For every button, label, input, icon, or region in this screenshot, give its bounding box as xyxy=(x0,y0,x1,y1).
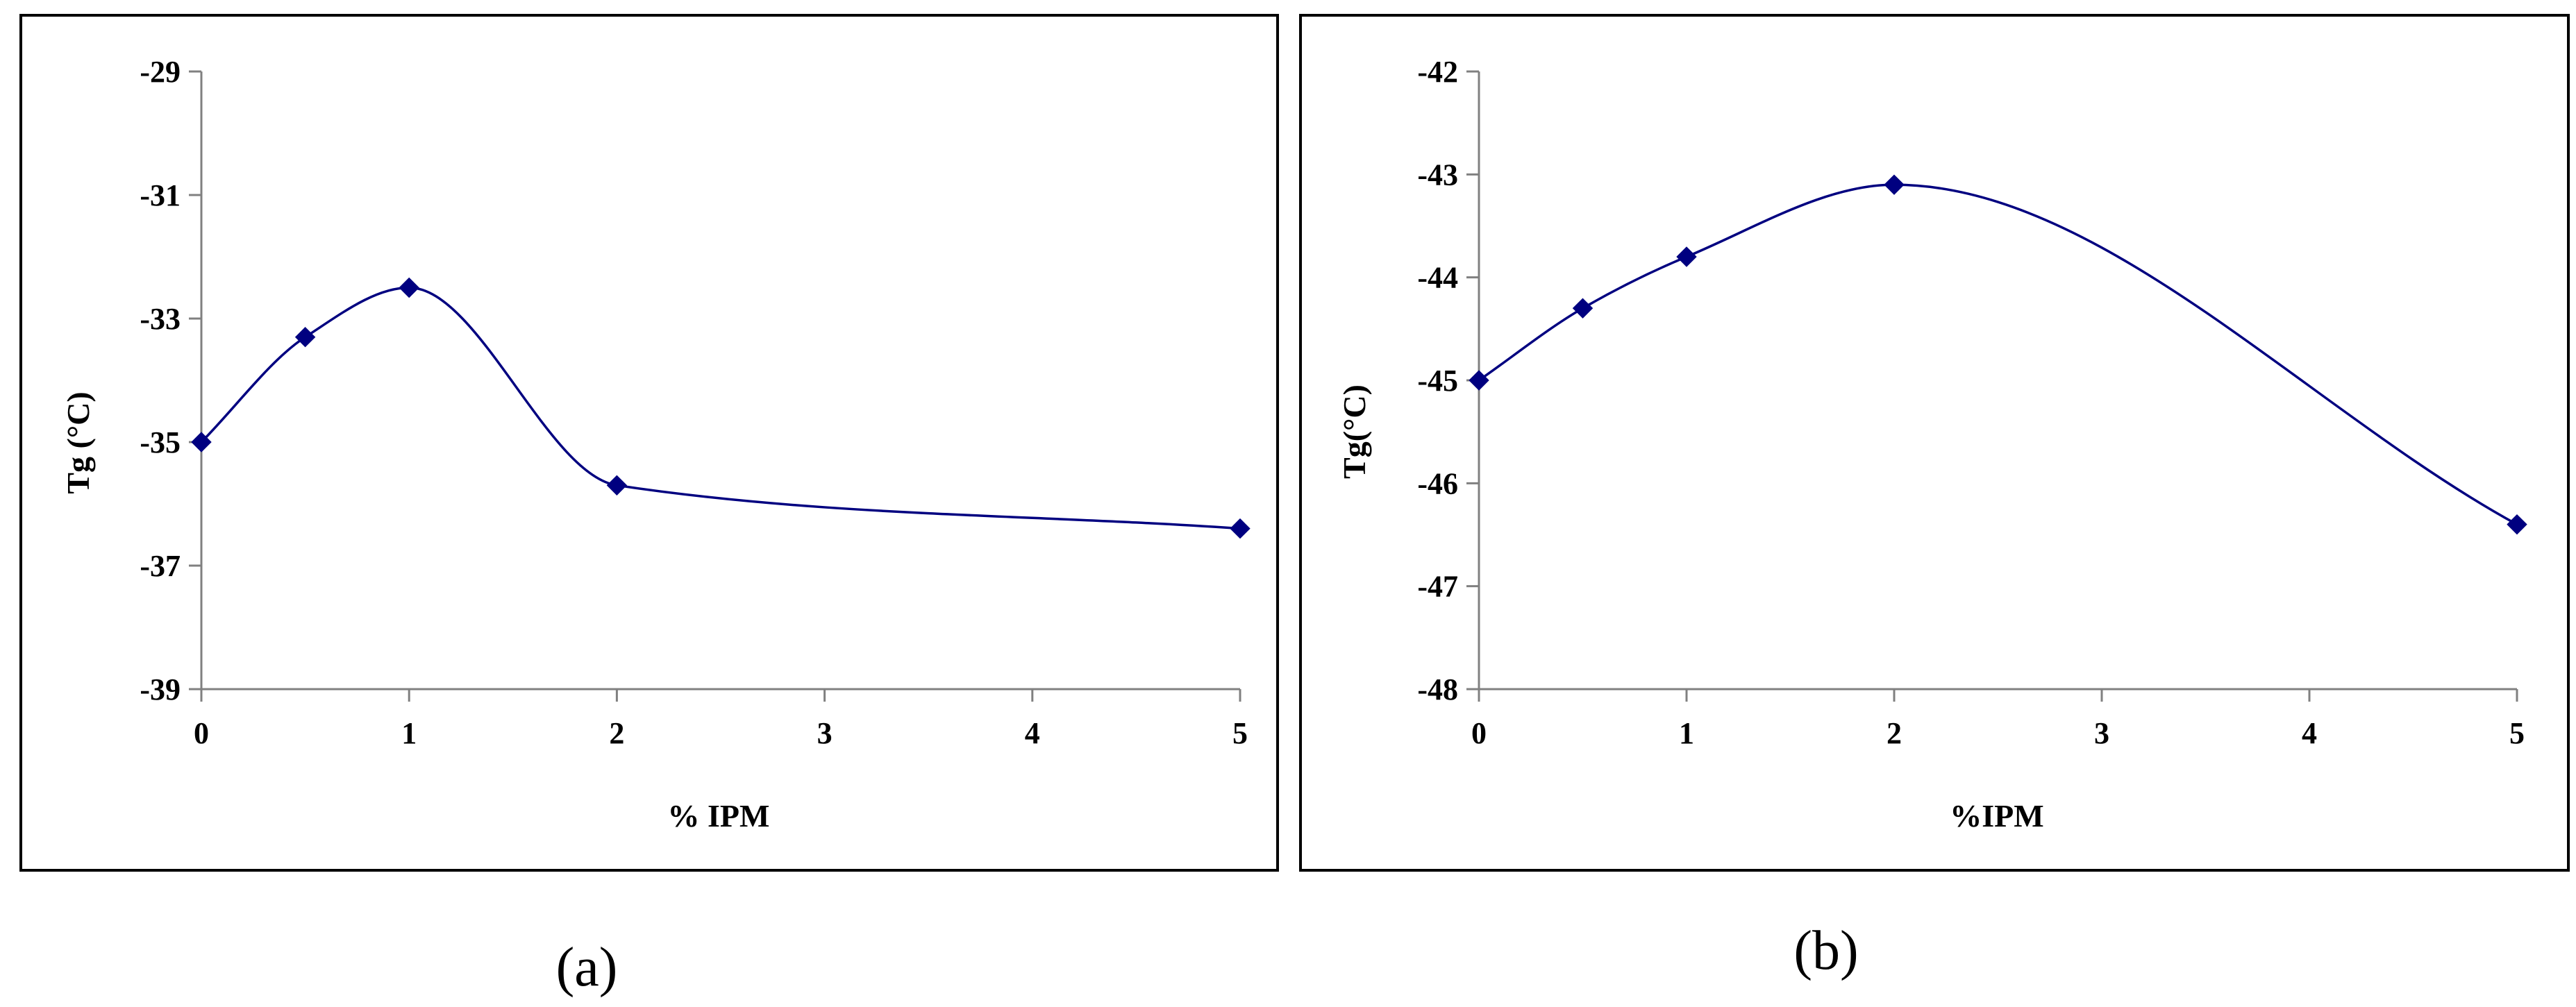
chart-a-data-point xyxy=(1230,518,1251,539)
chart-panel-a: -29 -31 -33 -35 -37 -39 0 1 2 3 4 5 % IPM Tg (°C) xyxy=(19,14,1279,872)
chart-a-data-point xyxy=(294,326,316,348)
chart-a-y-tick-label: -39 xyxy=(140,672,181,706)
chart-b-x-tick-label: 3 xyxy=(2094,716,2109,750)
chart-b-ylabel: Tg(°C) xyxy=(1337,384,1372,479)
chart-a-x-tick-label: 2 xyxy=(609,716,624,750)
chart-a-y-tick-label: -35 xyxy=(140,425,181,459)
chart-b-plot: -42 -43 -44 -45 -46 -47 -48 0 1 2 3 4 5 xyxy=(1417,55,2527,750)
chart-b-x-tick-label: 4 xyxy=(2302,716,2317,750)
chart-b-y-tick-label: -42 xyxy=(1417,55,1458,89)
chart-b-x-tick-label: 2 xyxy=(1887,716,1902,750)
chart-b-y-tick-label: -44 xyxy=(1417,261,1458,295)
chart-b-data-point xyxy=(2507,514,2527,535)
chart-b-x-tick-label: 0 xyxy=(1471,716,1487,750)
chart-a-xlabel: % IPM xyxy=(668,798,770,833)
chart-a-x-tick-label: 3 xyxy=(817,716,833,750)
chart-a-plot: -29 -31 -33 -35 -37 -39 0 1 2 3 4 5 xyxy=(140,55,1251,750)
chart-b-y-tick-label: -46 xyxy=(1417,466,1458,500)
chart-a-x-tick-label: 4 xyxy=(1025,716,1040,750)
chart-b-data-point xyxy=(1884,174,1905,195)
chart-b-data-point xyxy=(1469,370,1489,391)
chart-panel-b: -42 -43 -44 -45 -46 -47 -48 0 1 2 3 4 5 %IPM Tg(°C) xyxy=(1299,14,2570,872)
chart-b-y-tick-label: -43 xyxy=(1417,158,1458,192)
chart-a-data-point xyxy=(399,277,419,298)
chart-a-y-tick-label: -33 xyxy=(140,302,181,336)
chart-a-y-tick-label: -29 xyxy=(140,55,181,89)
chart-a-y-tick-label: -31 xyxy=(140,178,181,212)
chart-a-data-point xyxy=(191,432,212,452)
chart-b-data-point xyxy=(1572,298,1594,319)
chart-b-xlabel: %IPM xyxy=(1950,798,2043,833)
chart-a-x-tick-label: 1 xyxy=(401,716,417,750)
chart-b-y-tick-label: -47 xyxy=(1417,570,1458,604)
chart-b-y-tick-label: -48 xyxy=(1417,672,1458,706)
chart-b-y-tick-label: -45 xyxy=(1417,364,1458,398)
chart-b-frame xyxy=(1299,14,2570,872)
chart-a-caption: (a) xyxy=(556,937,618,998)
chart-a-data-point xyxy=(606,475,628,496)
chart-a-y-tick-label: -37 xyxy=(140,549,181,583)
chart-b-caption: (b) xyxy=(1793,920,1858,981)
chart-b-data-point xyxy=(1676,246,1697,267)
chart-a-ylabel: Tg (°C) xyxy=(60,391,96,493)
chart-a-frame xyxy=(19,14,1279,872)
chart-b-x-tick-label: 1 xyxy=(1679,716,1694,750)
chart-a-x-tick-label: 0 xyxy=(194,716,209,750)
chart-a-x-tick-label: 5 xyxy=(1232,716,1248,750)
chart-b-x-tick-label: 5 xyxy=(2509,716,2525,750)
